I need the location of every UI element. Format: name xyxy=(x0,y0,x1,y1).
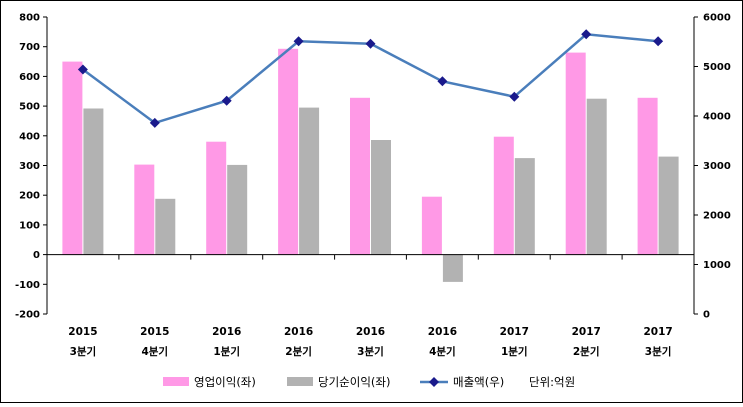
legend-label-net-income: 당기순이익(좌) xyxy=(318,375,390,389)
bar-net-income-8 xyxy=(586,98,607,255)
category-quarter-label: 3분기 xyxy=(357,345,384,358)
bar-net-income-5 xyxy=(371,140,391,255)
y-left-tick-label: 500 xyxy=(19,102,40,113)
y-left-tick-label: 800 xyxy=(19,13,40,24)
y-right-tick-label: 3000 xyxy=(703,161,731,172)
category-quarter-label: 3분기 xyxy=(645,345,672,358)
y-left-tick-label: -100 xyxy=(15,280,40,291)
marker-revenue-6 xyxy=(437,76,448,87)
unit-note: 단위:억원 xyxy=(529,375,575,389)
bar-net-income-4 xyxy=(299,107,320,255)
marker-revenue-9 xyxy=(653,36,664,47)
bar-net-income-7 xyxy=(514,158,535,255)
marker-revenue-1 xyxy=(77,64,88,75)
y-left-tick-label: 300 xyxy=(19,161,40,172)
category-quarter-label: 2분기 xyxy=(573,345,600,358)
legend-swatch-net-income xyxy=(287,377,313,386)
y-right-tick-label: 1000 xyxy=(703,260,731,271)
y-left-tick-label: 700 xyxy=(19,42,40,53)
category-quarter-label: 4분기 xyxy=(141,345,168,358)
category-year-label: 2016 xyxy=(212,326,241,338)
y-right-tick-label: 0 xyxy=(703,310,710,321)
category-year-label: 2017 xyxy=(500,326,529,338)
legend: 영업이익(좌) 당기순이익(좌) 매출액(우) 단위:억원 xyxy=(163,375,575,389)
y-left-tick-label: 100 xyxy=(19,220,40,231)
bar-net-income-1 xyxy=(83,108,104,255)
y-left-tick-label: 0 xyxy=(33,250,40,261)
bar-operating-profit-9 xyxy=(637,97,658,255)
bar-net-income-6 xyxy=(442,254,463,282)
bar-operating-profit-6 xyxy=(421,196,442,255)
category-quarter-label: 3분기 xyxy=(70,345,97,358)
bar-operating-profit-8 xyxy=(565,52,586,255)
category-year-label: 2016 xyxy=(356,326,385,338)
marker-revenue-7 xyxy=(509,91,520,102)
bar-operating-profit-5 xyxy=(350,97,370,255)
marker-revenue-8 xyxy=(581,29,592,40)
line-layer xyxy=(77,29,664,128)
category-year-label: 2016 xyxy=(284,326,313,338)
category-quarter-label: 2분기 xyxy=(285,345,312,358)
bar-net-income-9 xyxy=(658,156,679,255)
category-year-label: 2017 xyxy=(572,326,601,338)
category-year-label: 2016 xyxy=(428,326,457,338)
bar-operating-profit-1 xyxy=(62,61,83,255)
bar-operating-profit-4 xyxy=(278,48,299,255)
y-right-tick-label: 5000 xyxy=(703,62,731,73)
marker-revenue-2 xyxy=(149,117,160,128)
category-quarter-label: 4분기 xyxy=(429,345,456,358)
category-year-label: 2017 xyxy=(643,326,672,338)
ticks-layer: -200 -100 0 100 200 300 400 500 600 700 800 0 1000 20… xyxy=(15,13,731,321)
legend-label-revenue: 매출액(우) xyxy=(453,375,504,389)
category-quarter-label: 1분기 xyxy=(501,345,528,358)
category-quarter-label: 1분기 xyxy=(213,345,240,358)
category-labels: 2015 3분기 2015 4분기 2016 1분기 2016 2분기 2016 3분기 2016 4… xyxy=(68,326,672,358)
axes-layer xyxy=(43,16,698,315)
bar-operating-profit-7 xyxy=(493,136,514,255)
y-right-tick-label: 4000 xyxy=(703,112,731,123)
marker-revenue-5 xyxy=(365,38,376,49)
bars-layer xyxy=(62,48,679,282)
y-left-tick-label: 400 xyxy=(19,131,40,142)
legend-label-operating-profit: 영업이익(좌) xyxy=(194,375,256,389)
y-left-tick-label: 200 xyxy=(19,191,40,202)
y-left-tick-label: -200 xyxy=(15,310,40,321)
y-right-tick-label: 6000 xyxy=(703,13,731,24)
y-right-tick-label: 2000 xyxy=(703,211,731,222)
bar-operating-profit-2 xyxy=(134,164,155,255)
marker-revenue-4 xyxy=(293,36,304,47)
category-year-label: 2015 xyxy=(68,326,97,338)
marker-revenue-3 xyxy=(221,95,232,106)
bar-operating-profit-3 xyxy=(206,141,227,255)
category-year-label: 2015 xyxy=(140,326,169,338)
bar-net-income-2 xyxy=(155,198,176,255)
bar-net-income-3 xyxy=(227,164,248,255)
legend-swatch-operating-profit xyxy=(163,377,189,386)
legend-marker-revenue xyxy=(429,377,439,387)
y-left-tick-label: 600 xyxy=(19,72,40,83)
